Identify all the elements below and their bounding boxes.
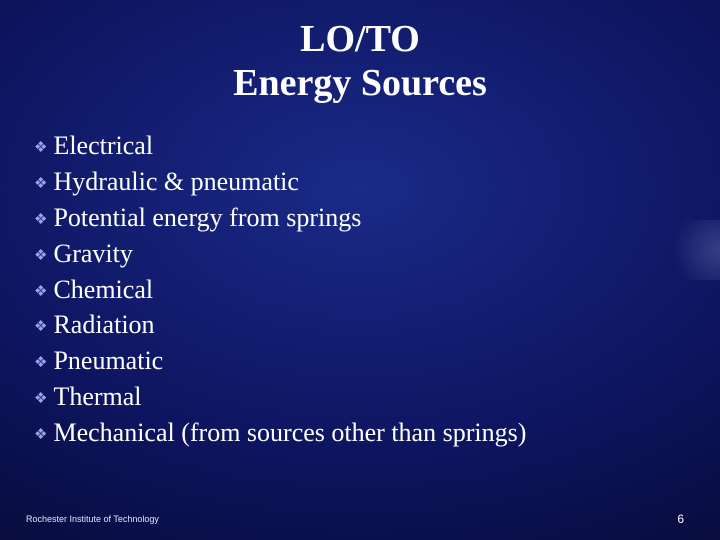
- diamond-bullet-icon: ❖: [34, 317, 47, 338]
- list-item-text: Chemical: [53, 272, 153, 308]
- list-item-text: Hydraulic & pneumatic: [53, 164, 298, 200]
- slide-title: LO/TO Energy Sources: [0, 0, 720, 105]
- list-item: ❖ Electrical: [34, 128, 686, 164]
- diamond-bullet-icon: ❖: [34, 425, 47, 446]
- diamond-bullet-icon: ❖: [34, 282, 47, 303]
- list-item-text: Pneumatic: [53, 343, 163, 379]
- diamond-bullet-icon: ❖: [34, 174, 47, 195]
- slide-number: 6: [677, 512, 684, 526]
- list-item: ❖ Pneumatic: [34, 343, 686, 379]
- list-item-text: Gravity: [53, 236, 132, 272]
- diamond-bullet-icon: ❖: [34, 246, 47, 267]
- bullet-list: ❖ Electrical ❖ Hydraulic & pneumatic ❖ P…: [34, 128, 686, 451]
- title-line-1: LO/TO: [0, 18, 720, 62]
- list-item: ❖ Radiation: [34, 307, 686, 343]
- diamond-bullet-icon: ❖: [34, 389, 47, 410]
- diamond-bullet-icon: ❖: [34, 210, 47, 231]
- list-item-text: Thermal: [53, 379, 141, 415]
- list-item: ❖ Gravity: [34, 236, 686, 272]
- diamond-bullet-icon: ❖: [34, 138, 47, 159]
- list-item-text: Mechanical (from sources other than spri…: [53, 415, 526, 451]
- list-item-text: Electrical: [53, 128, 153, 164]
- list-item-text: Potential energy from springs: [53, 200, 361, 236]
- list-item-text: Radiation: [53, 307, 154, 343]
- title-line-2: Energy Sources: [0, 62, 720, 106]
- list-item: ❖ Thermal: [34, 379, 686, 415]
- footer-institution: Rochester Institute of Technology: [26, 514, 159, 524]
- diamond-bullet-icon: ❖: [34, 353, 47, 374]
- list-item: ❖ Chemical: [34, 272, 686, 308]
- list-item: ❖ Mechanical (from sources other than sp…: [34, 415, 686, 451]
- slide: LO/TO Energy Sources ❖ Electrical ❖ Hydr…: [0, 0, 720, 540]
- list-item: ❖ Potential energy from springs: [34, 200, 686, 236]
- list-item: ❖ Hydraulic & pneumatic: [34, 164, 686, 200]
